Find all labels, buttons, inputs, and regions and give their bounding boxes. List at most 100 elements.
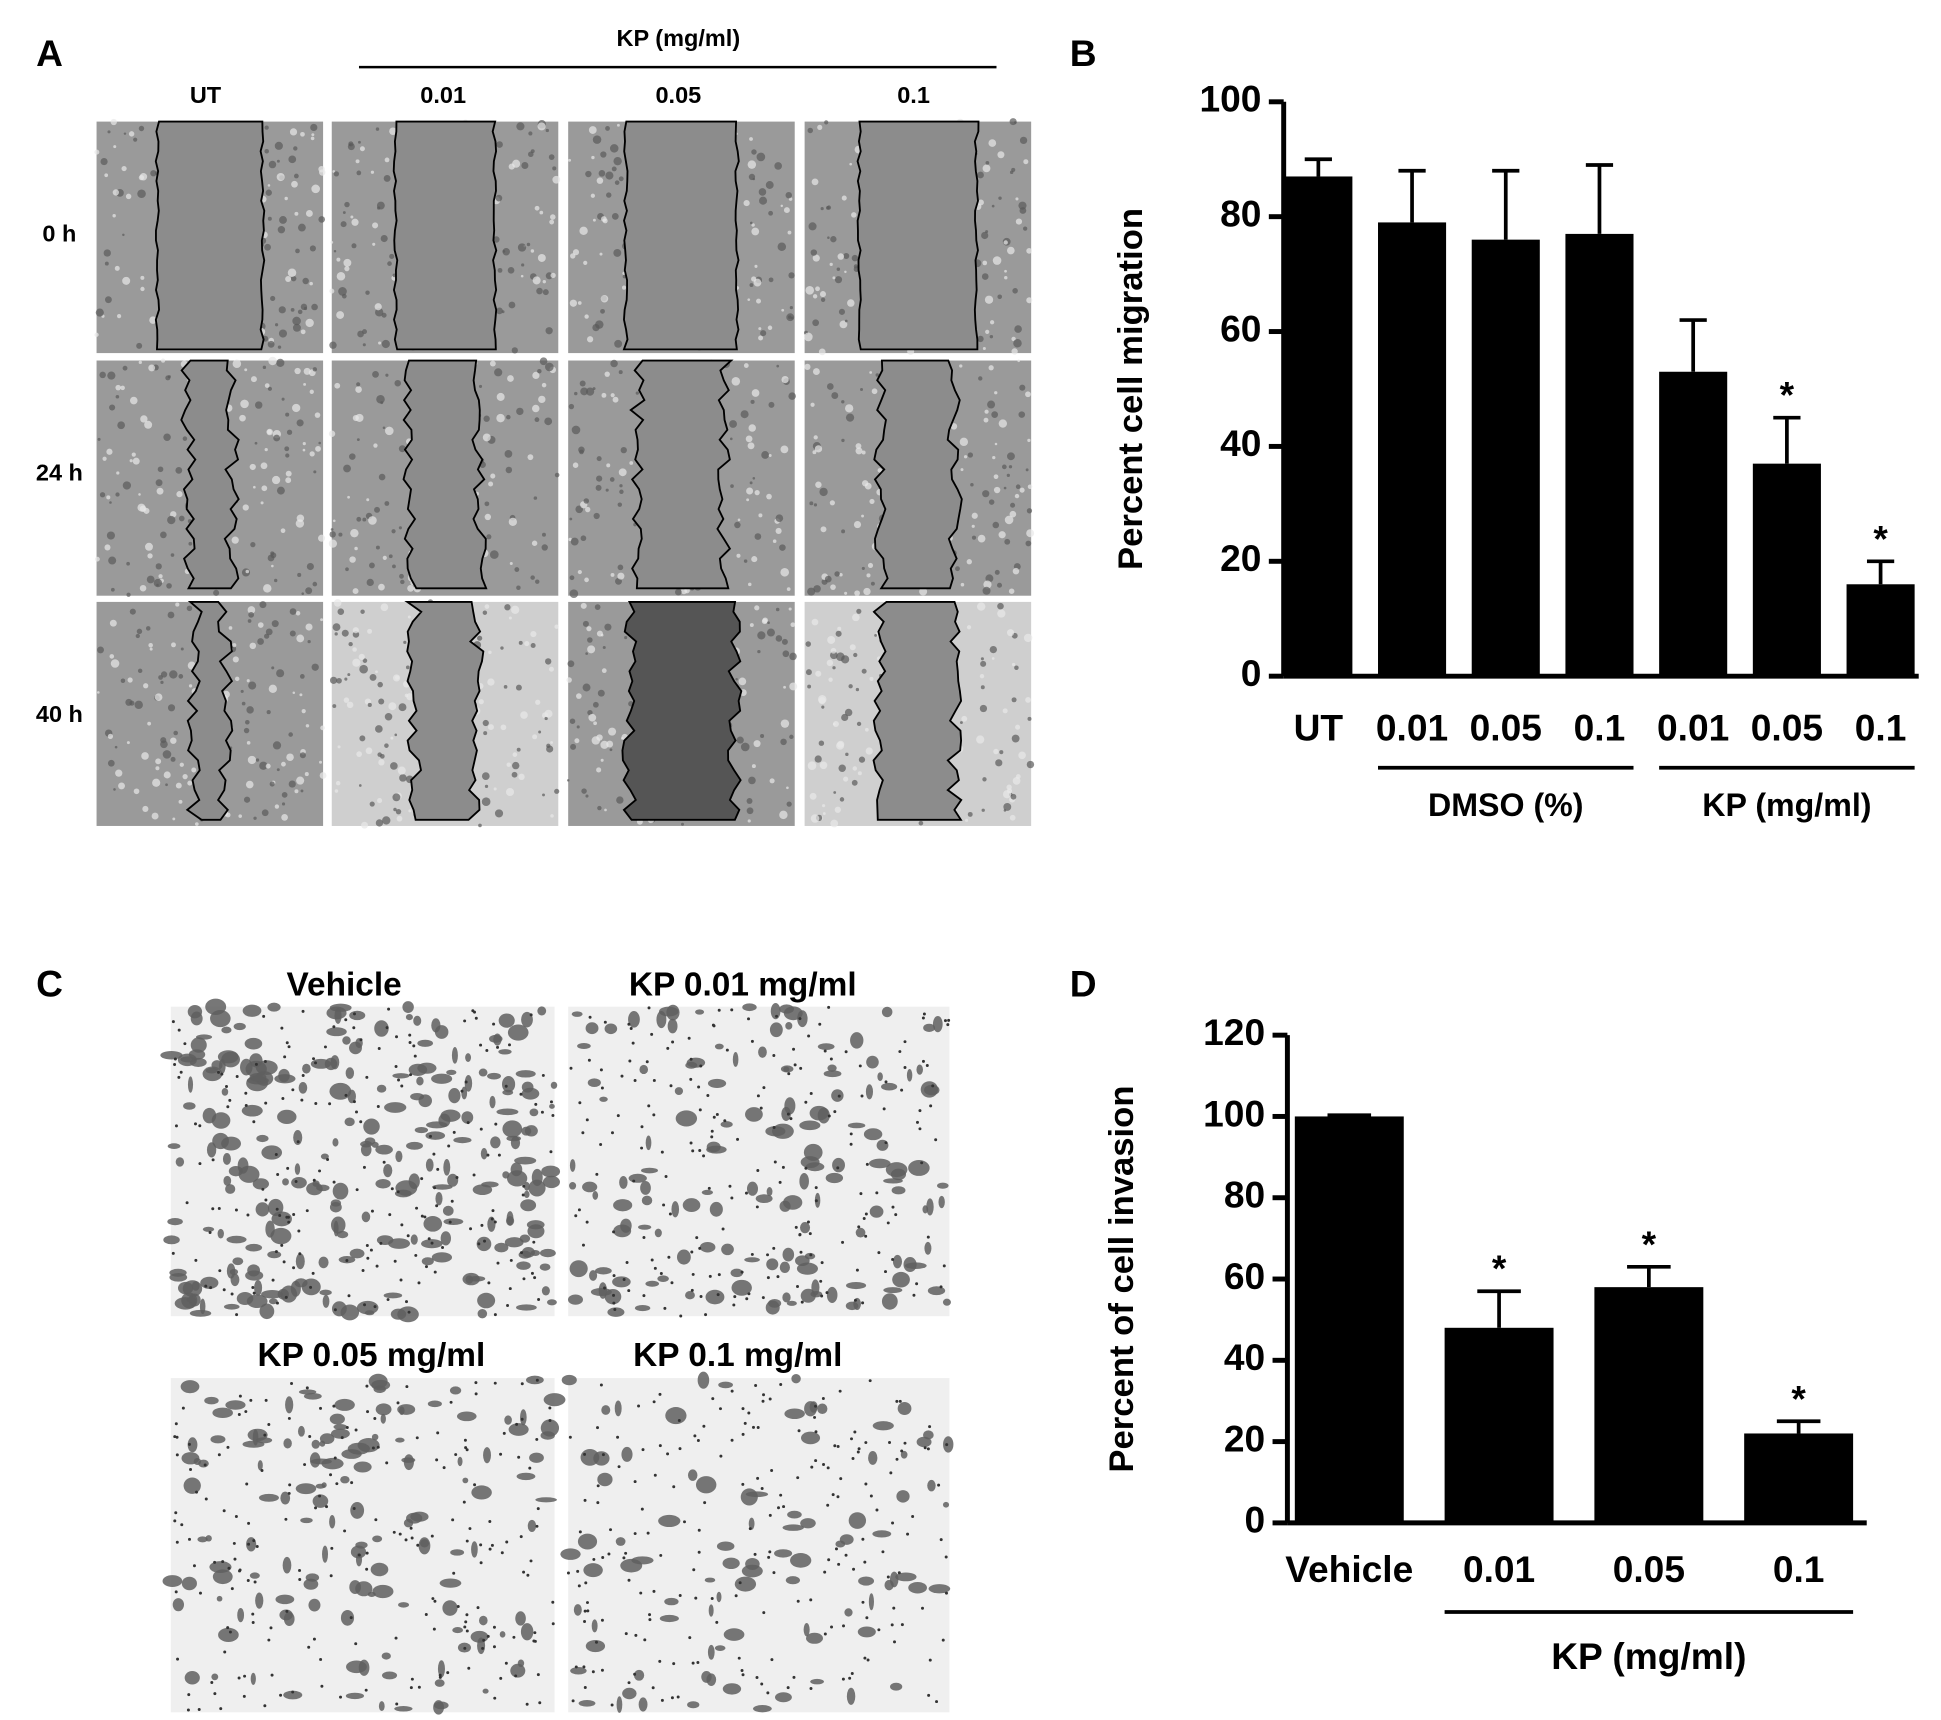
cell xyxy=(271,620,279,628)
cell xyxy=(122,276,131,285)
cell xyxy=(765,1300,780,1315)
cell xyxy=(375,819,384,827)
cell xyxy=(134,700,143,710)
cell xyxy=(714,1043,724,1050)
cell xyxy=(169,1273,188,1282)
pore xyxy=(863,1656,867,1660)
cell xyxy=(831,392,839,400)
cell xyxy=(800,1222,811,1234)
cell xyxy=(822,812,826,815)
cell xyxy=(356,751,363,758)
pore xyxy=(377,1047,381,1051)
pore xyxy=(491,1209,495,1213)
cell xyxy=(143,683,149,689)
wound-gap xyxy=(622,120,740,351)
cell xyxy=(359,146,365,152)
cell xyxy=(841,529,846,534)
cell xyxy=(336,257,341,262)
cell xyxy=(779,1200,791,1212)
cell xyxy=(530,575,535,580)
cell xyxy=(927,1286,946,1296)
cell xyxy=(300,1517,313,1524)
cell xyxy=(595,1267,612,1275)
pore xyxy=(766,1691,770,1695)
cell xyxy=(774,1549,793,1558)
pore xyxy=(359,1038,363,1042)
pore xyxy=(772,1246,776,1250)
cell xyxy=(600,294,609,303)
pore xyxy=(263,1433,267,1437)
pore xyxy=(535,1437,539,1441)
cell xyxy=(820,526,827,533)
pore xyxy=(226,1105,230,1109)
cell xyxy=(530,1250,541,1257)
cell xyxy=(218,1627,239,1643)
cell xyxy=(855,1227,866,1238)
cell xyxy=(380,1413,386,1424)
pore xyxy=(424,1265,428,1269)
cell xyxy=(248,611,255,618)
pore xyxy=(903,1441,907,1445)
cell xyxy=(188,541,193,546)
cell xyxy=(163,433,171,441)
cell xyxy=(846,1687,856,1705)
pore xyxy=(476,1606,480,1610)
pore xyxy=(912,1293,916,1297)
cell xyxy=(181,1576,197,1591)
cell xyxy=(358,1659,370,1676)
cell xyxy=(498,1049,512,1055)
cell xyxy=(790,1553,812,1568)
cell xyxy=(507,266,515,274)
cell xyxy=(518,640,523,645)
cell xyxy=(664,1597,679,1606)
cell xyxy=(414,1126,429,1134)
cell xyxy=(976,602,986,611)
cell xyxy=(221,1051,241,1068)
cell xyxy=(1025,540,1032,547)
cell xyxy=(824,575,832,583)
cell xyxy=(360,1143,372,1157)
cell xyxy=(569,1159,576,1172)
pore xyxy=(599,1383,603,1387)
cell xyxy=(845,752,849,757)
pore xyxy=(823,1570,827,1574)
cell xyxy=(775,514,784,523)
cell xyxy=(167,515,176,525)
cell xyxy=(187,1437,198,1453)
cell xyxy=(758,513,763,518)
pore xyxy=(452,1130,456,1134)
cell xyxy=(781,375,789,384)
pore xyxy=(939,1538,943,1542)
cell xyxy=(260,501,264,505)
cell xyxy=(442,1600,458,1616)
cell xyxy=(465,1053,472,1062)
pore xyxy=(464,1080,468,1084)
cell xyxy=(303,367,311,375)
pore xyxy=(702,1154,706,1158)
cell xyxy=(311,184,320,194)
cell xyxy=(546,1299,557,1306)
pore xyxy=(779,1493,783,1497)
cell xyxy=(545,128,549,133)
pore xyxy=(648,1613,652,1617)
cell xyxy=(582,1181,598,1193)
cell xyxy=(748,582,752,587)
pore xyxy=(756,1426,760,1430)
cell xyxy=(539,210,544,215)
cell xyxy=(961,715,968,722)
cell xyxy=(403,1454,414,1471)
cell xyxy=(599,252,603,256)
micrograph xyxy=(329,119,561,354)
pore xyxy=(517,1455,521,1459)
cell xyxy=(916,1064,923,1075)
pore xyxy=(504,1661,508,1665)
cell xyxy=(267,340,275,348)
cell xyxy=(149,316,157,324)
pore xyxy=(326,1158,330,1162)
cell xyxy=(568,403,575,410)
cell xyxy=(357,1438,380,1453)
cell xyxy=(545,658,552,665)
cell xyxy=(989,645,997,654)
cell xyxy=(318,441,321,445)
